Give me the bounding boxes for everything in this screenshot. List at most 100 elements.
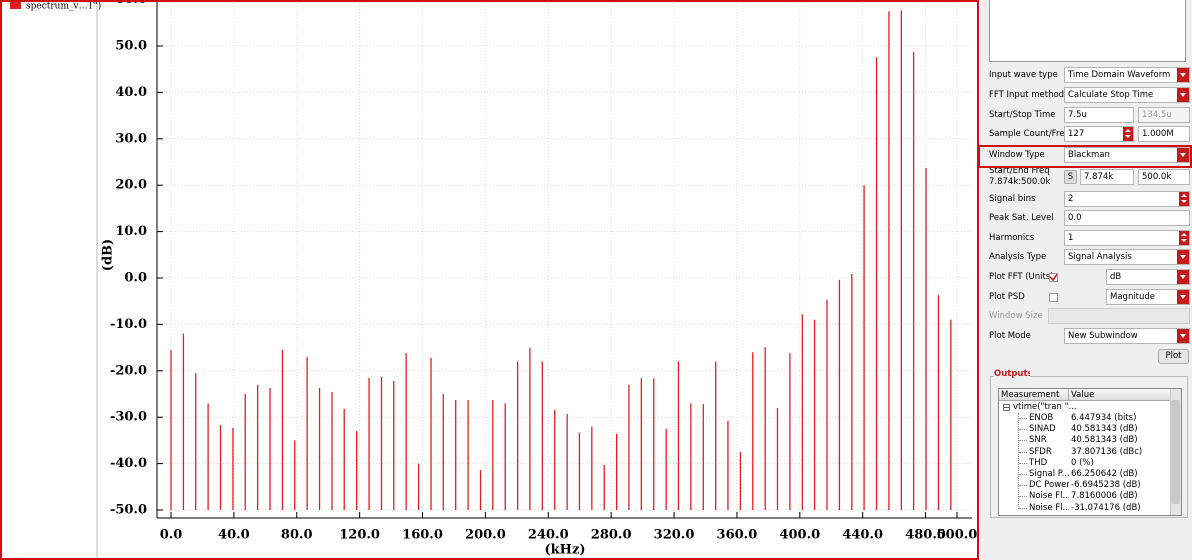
- tree-branch: [1019, 451, 1027, 453]
- arrow: [1177, 68, 1189, 82]
- drop-field[interactable]: Blackman: [1064, 147, 1190, 163]
- plot-button[interactable]: Plot: [1158, 349, 1189, 364]
- tree-branch: [1019, 418, 1027, 419]
- tree-branch: [1019, 429, 1027, 431]
- tree-branch: [1019, 507, 1027, 509]
- y-tick-label: 10.0: [115, 224, 147, 239]
- tree-branch: [1019, 440, 1027, 442]
- x-tick-label: 80.0: [281, 528, 313, 543]
- tree-branch: [1019, 496, 1027, 498]
- y-tick-label: 30.0: [115, 131, 147, 146]
- drop-field[interactable]: dB: [1106, 269, 1190, 285]
- measurement-value[interactable]: 6.447934 (bits): [1071, 413, 1137, 423]
- y-tick-label: 50.0: [115, 39, 147, 54]
- y-tick-label: -50.0: [110, 503, 147, 518]
- x-tick-label: 0.0: [160, 528, 183, 543]
- tree-line: [1018, 413, 1019, 509]
- measurement-name[interactable]: SFDR: [1029, 446, 1052, 457]
- scroll-thumb: [1171, 400, 1180, 504]
- checkbox[interactable]: [1049, 293, 1058, 302]
- preview-box: [989, 0, 1186, 62]
- column-header[interactable]: Measurement: [1001, 390, 1060, 400]
- form-label: Window Type: [989, 150, 1045, 160]
- measurement-name[interactable]: SNR: [1029, 435, 1047, 446]
- measurement-name[interactable]: Noise Fl...: [1029, 491, 1069, 502]
- arrow: [1177, 250, 1189, 264]
- in-field[interactable]: 0.0: [1064, 210, 1190, 226]
- x-tick-label: 120.0: [339, 528, 380, 543]
- measurement-name[interactable]: Noise Fl...: [1029, 502, 1069, 513]
- measurement-value[interactable]: 40.581343 (dB): [1071, 424, 1138, 435]
- measurement-value[interactable]: 37.807136 (dBc): [1071, 446, 1143, 457]
- arrow: [1177, 290, 1189, 304]
- drop-field[interactable]: New Subwindow: [1064, 328, 1190, 344]
- form-label: Plot PSD: [989, 292, 1025, 302]
- y-tick-label: -30.0: [110, 410, 147, 425]
- disabled-field: [1048, 308, 1190, 324]
- x-tick-label: 480.0: [905, 528, 946, 543]
- form-label: Input wave type: [989, 70, 1058, 80]
- in-field[interactable]: 7.5u: [1064, 107, 1134, 123]
- x-tick-label: 200.0: [465, 528, 506, 543]
- y-tick-label: -20.0: [110, 363, 147, 378]
- tree-branch: [1019, 485, 1027, 487]
- in-field[interactable]: 1.000M: [1138, 126, 1190, 142]
- in-field[interactable]: 7.874k: [1080, 169, 1134, 185]
- measurement-name[interactable]: ENOB: [1029, 413, 1054, 423]
- measurement-name[interactable]: DC Power: [1029, 480, 1069, 491]
- measurement-value[interactable]: -31.074176 (dB): [1071, 502, 1141, 513]
- column-divider: [1068, 389, 1069, 401]
- measurement-value[interactable]: 0 (%): [1071, 457, 1094, 468]
- legend-swatch: [10, 2, 21, 9]
- measurement-value[interactable]: 7.8160006 (dB): [1071, 491, 1138, 502]
- column-header[interactable]: Value: [1071, 390, 1095, 400]
- outputs-group: [990, 376, 1188, 518]
- x-tick-label: 500.0: [937, 528, 978, 543]
- outputs-title: Outputs: [994, 369, 1030, 380]
- spin-field[interactable]: 2: [1064, 191, 1190, 207]
- checkbox[interactable]: [1049, 273, 1058, 282]
- spinb: [1179, 231, 1189, 245]
- drop-field[interactable]: Calculate Stop Time: [1064, 87, 1190, 103]
- x-tick-label: 440.0: [842, 528, 883, 543]
- form-label: Peak Sat. Level: [989, 213, 1054, 223]
- plot-border: [0, 0, 979, 560]
- y-tick-label: 0.0: [124, 271, 147, 286]
- y-tick-label: -40.0: [110, 456, 147, 471]
- form-note: 7.874k:500.0k: [989, 177, 1051, 187]
- drop-field[interactable]: Time Domain Waveform: [1064, 67, 1190, 83]
- s-button[interactable]: S: [1064, 170, 1077, 184]
- form-label: Start/End Freq: [989, 166, 1050, 176]
- measurement-value[interactable]: 66.250642 (dB): [1071, 469, 1138, 479]
- measurement-name[interactable]: SINAD: [1029, 424, 1056, 435]
- in-field[interactable]: 500.0k: [1138, 169, 1190, 185]
- form-label: Sample Count/Freq: [989, 129, 1064, 139]
- tree-branch: [1019, 474, 1027, 475]
- measurement-value[interactable]: 40.581343 (dB): [1071, 435, 1138, 446]
- x-tick-label: 40.0: [218, 528, 250, 543]
- in-field[interactable]: 134.5u: [1138, 107, 1190, 123]
- x-tick-label: 280.0: [591, 528, 632, 543]
- drop-field[interactable]: Signal Analysis: [1064, 249, 1190, 265]
- measurement-value[interactable]: -6.6945238 (dB): [1071, 480, 1141, 491]
- x-tick-label: 240.0: [528, 528, 569, 543]
- arrow: [1177, 148, 1189, 162]
- measurement-name[interactable]: Signal P...: [1029, 469, 1069, 479]
- form-label: Window Size: [989, 311, 1043, 321]
- collapse-icon[interactable]: [1003, 404, 1010, 411]
- legend-label[interactable]: spectrum_v…T"): [26, 1, 101, 12]
- form-label: Plot Mode: [989, 331, 1031, 341]
- spin-field[interactable]: 127: [1064, 126, 1134, 142]
- drop-field[interactable]: Magnitude: [1106, 289, 1190, 305]
- chart-background: [0, 0, 980, 560]
- spinb: [1179, 192, 1189, 206]
- y-tick-label: 60.0: [115, 0, 147, 7]
- tree-root[interactable]: vtime("tran "...: [1013, 402, 1077, 412]
- spin-field[interactable]: 1: [1064, 230, 1190, 246]
- measurement-name[interactable]: THD: [1029, 457, 1048, 468]
- x-tick-label: 160.0: [402, 528, 443, 543]
- chart: spectrum_v…T") (dB) (kHz) 60.0 50.0 40.0 30…: [0, 0, 980, 560]
- form-label: Harmonics: [989, 233, 1035, 243]
- check-mark: [1050, 274, 1057, 281]
